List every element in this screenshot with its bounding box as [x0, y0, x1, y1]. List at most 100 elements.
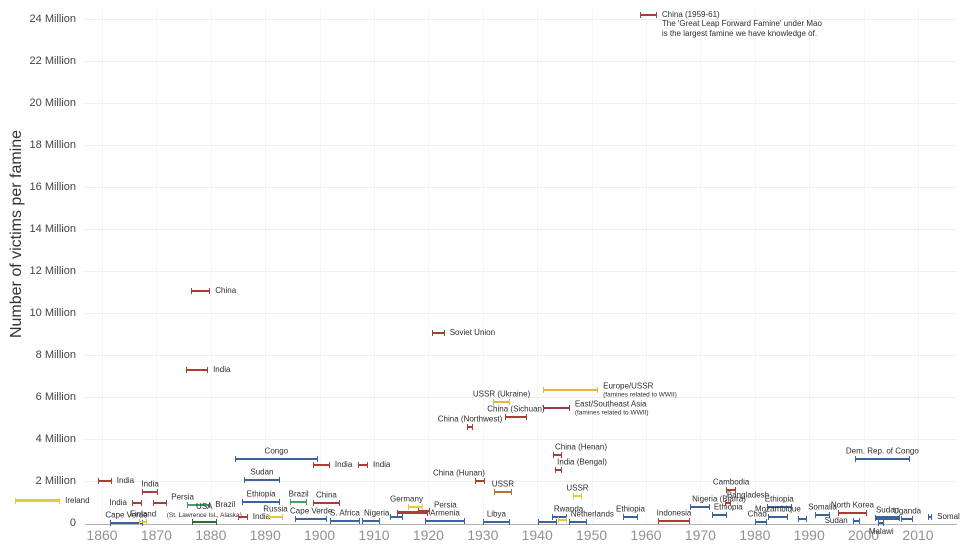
famine-segment-endtick: [432, 329, 434, 336]
famine-label-text: India: [109, 498, 127, 508]
famine-segment-endtick: [865, 509, 867, 516]
famine-label-subtext: (St. Lawrence Isl., Alaska): [166, 511, 242, 519]
famine-segment: [238, 515, 248, 518]
famine-label: Nigeria: [364, 508, 389, 518]
famine-label-text: Germany: [390, 494, 423, 504]
famine-segment-endtick: [153, 500, 155, 507]
famine-segment-endtick: [329, 517, 331, 524]
famine-label: China: [215, 286, 236, 296]
gridline-vertical: [537, 8, 539, 524]
famine-label: Persia: [434, 500, 457, 510]
x-tick-label: 2010: [902, 527, 934, 543]
famine-segment-endtick: [131, 500, 133, 507]
famine-segment: [267, 515, 284, 518]
famine-segment-endtick: [234, 455, 236, 462]
famine-segment: [131, 502, 143, 505]
famine-label-text: USA: [196, 502, 213, 512]
gridline-vertical: [700, 8, 702, 524]
famine-label: Bangladesh: [727, 490, 769, 500]
famine-segment-endtick: [555, 467, 557, 474]
famine-segment: [185, 368, 209, 371]
famine-segment-endtick: [110, 478, 112, 484]
famine-label: Libya: [487, 509, 506, 519]
x-tick-label: 1980: [739, 527, 771, 543]
famine-label-subtext: (famines related to WWII): [574, 408, 649, 416]
famine-label-text: Ireland: [65, 496, 90, 506]
famine-segment: [432, 331, 445, 334]
famine-label-text: Ethiopia: [246, 489, 276, 499]
famine-segment-endtick: [735, 487, 737, 494]
famine-segment-endtick: [358, 517, 360, 524]
famine-label: Ireland: [65, 496, 89, 506]
famine-label: Somalia: [808, 502, 837, 512]
famine-segment-endtick: [509, 518, 510, 525]
famine-label-text: S. Africa: [330, 508, 360, 518]
y-tick-label: 0: [69, 517, 76, 529]
famine-label: Armenia: [430, 508, 460, 518]
famine-segment: [14, 499, 61, 503]
famine-segment: [234, 457, 318, 460]
gridline-vertical: [210, 8, 212, 524]
famine-label-text: Somalia: [937, 512, 960, 522]
famine-segment-endtick: [568, 404, 570, 411]
famine-segment-endtick: [146, 518, 148, 525]
gridline-vertical: [591, 8, 593, 524]
famine-label-text: Sudan: [824, 516, 848, 526]
famine-segment-endtick: [555, 518, 557, 525]
famine-segment-endtick: [378, 517, 380, 524]
famine-label-text: Netherlands: [570, 509, 614, 519]
x-tick-label: 1910: [358, 527, 390, 543]
famine-segment-endtick: [586, 518, 588, 525]
famine-label: China (Northwest): [438, 414, 502, 424]
gridline-horizontal: [85, 61, 957, 62]
famine-segment: [110, 521, 143, 524]
famine-label: Soviet Union: [450, 328, 495, 338]
x-tick-label: 1970: [684, 527, 716, 543]
famine-label-text: Russia: [263, 504, 288, 514]
gridline-horizontal: [85, 439, 957, 440]
gridline-vertical: [265, 8, 267, 524]
famine-label: India: [253, 512, 270, 522]
famine-segment-endtick: [166, 500, 168, 507]
gridline-vertical: [918, 8, 919, 524]
x-tick-label: 1900: [304, 527, 336, 543]
famine-segment-endtick: [421, 504, 423, 511]
famine-label-text: USSR: [566, 483, 589, 493]
gridline-horizontal: [85, 355, 957, 356]
gridline-vertical: [156, 8, 158, 524]
famine-segment: [242, 501, 280, 503]
famine-segment: [313, 502, 340, 505]
famine-segment-endtick: [443, 329, 445, 336]
famine-label-text: Congo: [264, 446, 289, 456]
famine-segment: [815, 514, 830, 517]
famine-segment: [573, 494, 582, 497]
famine-segment-endtick: [729, 500, 731, 507]
famine-label: Cambodia: [713, 477, 749, 487]
famine-label-text: India: [373, 460, 391, 470]
famine-segment: [555, 469, 563, 472]
gridline-vertical: [102, 8, 103, 524]
y-tick-label: 4 Million: [35, 433, 76, 445]
famine-segment: [927, 515, 933, 518]
famine-label-text: Bangladesh: [726, 490, 770, 500]
famine-segment-endtick: [142, 488, 144, 495]
famine-label: USA (St. Lawrence Isl., Alaska): [167, 502, 242, 519]
famine-segment-endtick: [912, 516, 914, 522]
gridline-vertical: [646, 8, 647, 524]
famine-segment-endtick: [185, 366, 187, 373]
famine-segment-endtick: [483, 478, 485, 484]
famine-label: Uganda: [893, 506, 921, 516]
famine-label: China (Henan): [555, 442, 607, 452]
famine-label: Congo: [265, 446, 289, 456]
famine-segment-endtick: [238, 513, 239, 520]
famine-segment-endtick: [711, 512, 713, 519]
famine-segment-endtick: [561, 451, 563, 458]
famine-segment-endtick: [580, 492, 582, 499]
gridline-horizontal: [85, 397, 957, 398]
famine-label-text: China (1959-61): [661, 9, 720, 19]
famine-label: Rwanda: [554, 504, 583, 514]
famine-label-text: Ethiopia: [764, 494, 794, 504]
famine-segment-endtick: [557, 517, 559, 524]
famine-segment: [142, 490, 159, 493]
famine-segment-endtick: [657, 518, 659, 525]
